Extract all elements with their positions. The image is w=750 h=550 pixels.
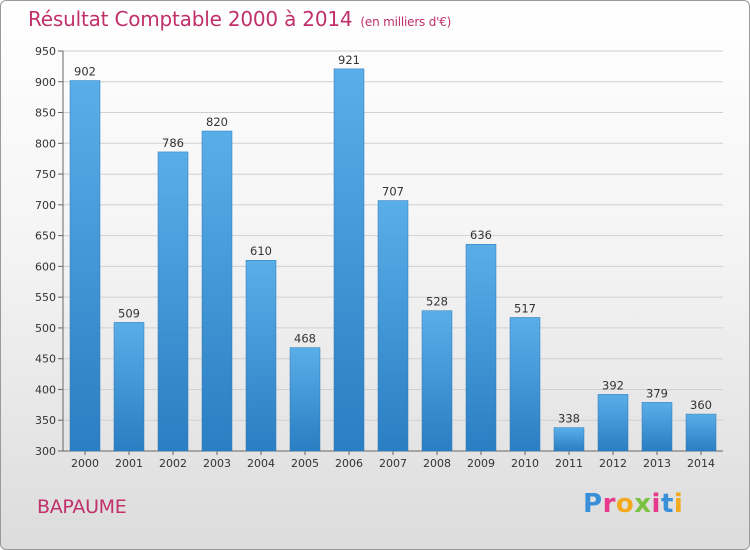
x-tick-label: 2003 bbox=[203, 457, 231, 470]
y-tick-label: 350 bbox=[35, 414, 56, 427]
y-tick-labels: 300 350 400 450 500 550 600 650 700 750 800 850 900 9… bbox=[35, 45, 56, 458]
y-tick-label: 950 bbox=[35, 45, 56, 58]
bar bbox=[685, 413, 717, 452]
y-tick-label: 550 bbox=[35, 291, 56, 304]
chart-title: Résultat Comptable 2000 à 2014 (en millie… bbox=[28, 7, 451, 31]
x-tick-label: 2009 bbox=[467, 457, 495, 470]
data-label: 820 bbox=[206, 115, 228, 129]
x-tick-label: 2008 bbox=[423, 457, 451, 470]
data-label: 610 bbox=[250, 244, 272, 258]
logo-letter: o bbox=[615, 489, 635, 519]
data-label: 786 bbox=[162, 136, 184, 150]
y-tick-label: 300 bbox=[35, 445, 56, 458]
data-label: 379 bbox=[646, 386, 668, 400]
bar bbox=[289, 347, 321, 452]
bar bbox=[69, 80, 101, 452]
x-tick-label: 2013 bbox=[643, 457, 671, 470]
x-tick-label: 2000 bbox=[71, 457, 99, 470]
y-tick-label: 850 bbox=[35, 107, 56, 120]
data-label: 468 bbox=[294, 332, 316, 346]
x-tick-label: 2006 bbox=[335, 457, 363, 470]
logo-letter: P bbox=[583, 489, 603, 519]
bar bbox=[157, 151, 189, 452]
data-label: 528 bbox=[426, 295, 448, 309]
data-label: 636 bbox=[470, 228, 492, 242]
bar bbox=[509, 317, 541, 452]
x-tick-label: 2002 bbox=[159, 457, 187, 470]
y-tick-label: 650 bbox=[35, 230, 56, 243]
data-label: 392 bbox=[602, 378, 624, 392]
y-tick-label: 600 bbox=[35, 260, 56, 273]
x-tick-label: 2005 bbox=[291, 457, 319, 470]
y-tick-label: 450 bbox=[35, 353, 56, 366]
data-label: 517 bbox=[514, 301, 536, 315]
bar bbox=[113, 322, 145, 452]
y-tick-label: 750 bbox=[35, 168, 56, 181]
logo-letter: t bbox=[660, 489, 674, 519]
bars bbox=[69, 68, 717, 452]
proxiti-logo[interactable]: Proxiti bbox=[583, 489, 683, 519]
y-tick-label: 800 bbox=[35, 137, 56, 150]
x-tick-labels: 2000 2001 2002 2003 2004 2005 2006 2007 2008 2009… bbox=[71, 457, 715, 470]
x-tick-label: 2014 bbox=[687, 457, 715, 470]
y-tick-label: 900 bbox=[35, 76, 56, 89]
bar bbox=[333, 68, 365, 452]
bar bbox=[377, 200, 409, 452]
logo-letter: i bbox=[651, 489, 661, 519]
bar bbox=[641, 402, 673, 452]
logo-letter: i bbox=[673, 489, 684, 519]
data-label: 509 bbox=[118, 306, 140, 320]
data-labels: 902 509 786 820 610 468 921 707 528 636 517 338 392 3… bbox=[74, 53, 712, 426]
data-label: 360 bbox=[690, 398, 712, 412]
data-label: 921 bbox=[338, 53, 360, 67]
bar bbox=[553, 427, 585, 452]
bar bbox=[421, 310, 453, 452]
x-tick-label: 2011 bbox=[555, 457, 583, 470]
data-label: 902 bbox=[74, 65, 96, 79]
y-tick-label: 500 bbox=[35, 322, 56, 335]
y-tick-label: 700 bbox=[35, 199, 56, 212]
x-tick-label: 2001 bbox=[115, 457, 143, 470]
bar bbox=[597, 394, 629, 452]
x-tick-label: 2010 bbox=[511, 457, 539, 470]
x-tick-label: 2004 bbox=[247, 457, 275, 470]
logo-letter: x bbox=[634, 489, 652, 519]
bar bbox=[201, 130, 233, 452]
chart-unit-label: (en milliers d'€) bbox=[360, 15, 452, 29]
data-label: 707 bbox=[382, 185, 404, 199]
data-label: 338 bbox=[558, 412, 580, 426]
x-tick-label: 2012 bbox=[599, 457, 627, 470]
commune-name: BAPAUME bbox=[37, 496, 127, 518]
bar bbox=[245, 259, 277, 452]
chart-title-text: Résultat Comptable 2000 à 2014 bbox=[28, 7, 353, 31]
bar bbox=[465, 243, 497, 452]
logo-letter: r bbox=[602, 489, 616, 519]
x-tick-label: 2007 bbox=[379, 457, 407, 470]
y-tick-label: 400 bbox=[35, 383, 56, 396]
